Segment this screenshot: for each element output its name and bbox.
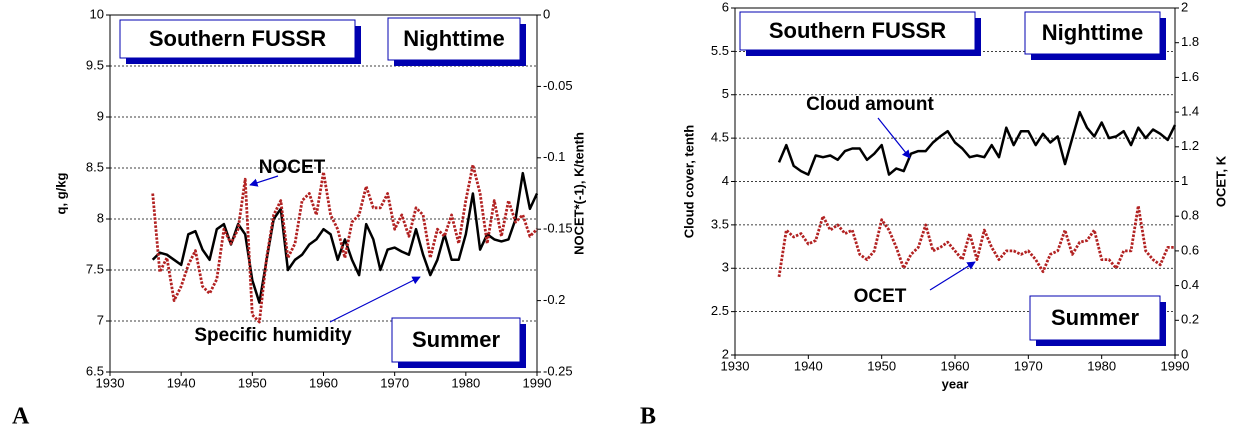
x-tick-label: 1940: [167, 375, 196, 390]
x-tick-label: 1960: [941, 358, 970, 373]
series-label: OCET: [854, 286, 907, 307]
series-label: Cloud amount: [806, 94, 934, 115]
x-tick-label: 1950: [238, 375, 267, 390]
x-tick-label: 1940: [794, 358, 823, 373]
annotation-arrow: [877, 117, 911, 159]
y2-tick-label: -0.1: [543, 149, 565, 164]
x-tick-label: 1930: [721, 358, 750, 373]
panel-label: A: [12, 404, 30, 430]
y2-tick-label: 0.4: [1181, 277, 1199, 292]
y2-tick-label: 1: [1181, 173, 1188, 188]
series-line: [777, 204, 1175, 278]
y-tick-label: 8.5: [86, 159, 104, 174]
series-line: [151, 171, 539, 304]
y2-tick-label: 0: [1181, 346, 1188, 361]
text-box: [391, 317, 521, 363]
annotation-arrow: [929, 261, 976, 291]
y2-tick-label: 1.2: [1181, 138, 1199, 153]
box-text: Summer: [412, 327, 500, 352]
y2-axis-label: OCET, K: [1213, 155, 1228, 207]
text-box: [1024, 11, 1161, 55]
y-tick-label: 9.5: [86, 57, 104, 72]
y-axis-label: q, g/kg: [53, 172, 68, 214]
y2-tick-label: 0: [543, 6, 550, 21]
y2-tick-label: -0.2: [543, 292, 565, 307]
y2-axis-label: NOCET*(-1), K/tenth: [571, 132, 586, 255]
y-tick-label: 3: [722, 260, 729, 275]
y-tick-label: 4: [722, 173, 729, 188]
box-text: Southern FUSSR: [149, 26, 326, 51]
x-tick-label: 1970: [380, 375, 409, 390]
panel-label: B: [640, 404, 656, 430]
y-tick-label: 7: [97, 312, 104, 327]
y2-tick-label: -0.15: [543, 221, 573, 236]
x-tick-label: 1990: [1161, 358, 1190, 373]
annotation-arrow: [329, 276, 421, 323]
series-line: [777, 110, 1177, 176]
y-tick-label: 2.5: [711, 303, 729, 318]
y2-tick-label: -0.05: [543, 78, 573, 93]
y-tick-label: 3.5: [711, 216, 729, 231]
series-label: NOCET: [259, 157, 326, 178]
x-tick-label: 1980: [1087, 358, 1116, 373]
y2-tick-label: 0.2: [1181, 312, 1199, 327]
y2-tick-label: 1.8: [1181, 34, 1199, 49]
y2-tick-label: 0.6: [1181, 242, 1199, 257]
x-tick-label: 1950: [867, 358, 896, 373]
y-tick-label: 8: [97, 210, 104, 225]
text-box: [119, 19, 356, 59]
y-tick-label: 4.5: [711, 130, 729, 145]
y2-tick-label: 1.4: [1181, 104, 1199, 119]
x-tick-label: 1980: [451, 375, 480, 390]
y-tick-label: 5: [722, 86, 729, 101]
y-tick-label: 6.5: [86, 363, 104, 378]
y-tick-label: 5.5: [711, 43, 729, 58]
x-tick-label: 1960: [309, 375, 338, 390]
x-tick-label: 1970: [1014, 358, 1043, 373]
box-text: Southern FUSSR: [769, 18, 946, 43]
y-tick-label: 2: [722, 346, 729, 361]
text-box: [739, 11, 976, 51]
annotation-arrow: [249, 175, 279, 187]
y2-tick-label: 2: [1181, 0, 1188, 14]
y2-tick-label: 0.8: [1181, 208, 1199, 223]
text-box: [1029, 295, 1161, 341]
y2-tick-label: 1.6: [1181, 69, 1199, 84]
box-text: Nighttime: [403, 26, 504, 51]
y-tick-label: 10: [90, 6, 104, 21]
y-axis-label: Cloud cover, tenth: [681, 125, 696, 238]
x-tick-label: 1930: [96, 375, 125, 390]
y-tick-label: 6: [722, 0, 729, 14]
text-box: [387, 17, 521, 61]
plot-frame: [734, 7, 1176, 356]
box-text: Nighttime: [1042, 20, 1143, 45]
x-tick-label: 1990: [523, 375, 552, 390]
box-text: Summer: [1051, 305, 1139, 330]
y2-tick-label: -0.25: [543, 363, 573, 378]
y-tick-label: 7.5: [86, 261, 104, 276]
x-axis-label: year: [942, 376, 969, 391]
y-tick-label: 9: [97, 108, 104, 123]
series-label: Specific humidity: [194, 325, 352, 346]
